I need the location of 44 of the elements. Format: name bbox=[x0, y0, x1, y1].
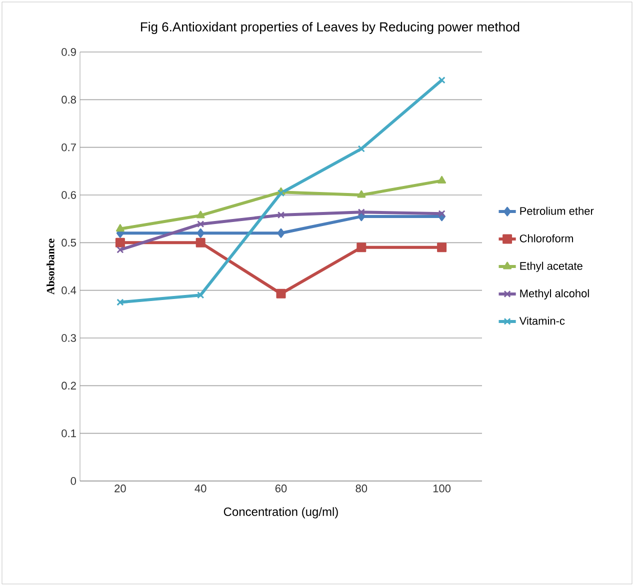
y-tick-label: 0.5 bbox=[62, 238, 76, 247]
point bbox=[356, 242, 366, 252]
x-tick-label: 40 bbox=[194, 484, 206, 492]
y-tick-label: 0.4 bbox=[62, 286, 76, 294]
point bbox=[197, 220, 204, 228]
x-tick-label: 80 bbox=[356, 484, 368, 492]
point bbox=[115, 238, 125, 248]
point bbox=[358, 145, 365, 152]
legend-label: Methyl alcohol bbox=[520, 289, 589, 300]
point bbox=[438, 76, 446, 84]
point bbox=[196, 228, 204, 238]
point bbox=[438, 210, 446, 218]
legend-label: Chloroform bbox=[520, 234, 573, 242]
legend-label: Ethyl acetate bbox=[520, 262, 582, 272]
point bbox=[277, 190, 285, 197]
point bbox=[358, 208, 365, 216]
point bbox=[277, 211, 285, 219]
y-tick-label: 0.1 bbox=[62, 429, 76, 438]
x-axis-title: Concentration (ug/ml) bbox=[224, 507, 338, 518]
point bbox=[196, 238, 206, 248]
point bbox=[116, 224, 124, 232]
x-tick-label: 20 bbox=[114, 484, 126, 492]
y-axis-title: Absorbance bbox=[46, 238, 54, 295]
point bbox=[357, 190, 366, 198]
y-tick-label: 0.2 bbox=[62, 382, 76, 390]
point bbox=[276, 288, 286, 298]
point bbox=[116, 298, 124, 306]
legend-label: Vitamin-c bbox=[519, 316, 565, 325]
point bbox=[438, 176, 446, 184]
x-tick-label: 100 bbox=[433, 484, 451, 492]
y-tick-label: 0 bbox=[70, 477, 76, 485]
x-tick-label: 60 bbox=[275, 484, 287, 492]
point bbox=[437, 242, 447, 252]
y-tick-label: 0.7 bbox=[62, 143, 76, 152]
y-tick-label: 0.3 bbox=[62, 334, 76, 342]
point bbox=[197, 292, 204, 299]
point bbox=[196, 210, 205, 218]
y-tick-label: 0.6 bbox=[62, 191, 76, 199]
y-tick-label: 0.9 bbox=[62, 48, 76, 56]
point bbox=[277, 228, 285, 238]
legend-label: Petrolium ether bbox=[520, 206, 594, 215]
chart-title: Fig 6.Antioxidant properties of Leaves by Reducing power method bbox=[141, 22, 520, 34]
point bbox=[116, 246, 124, 254]
y-tick-label: 0.8 bbox=[62, 96, 76, 104]
